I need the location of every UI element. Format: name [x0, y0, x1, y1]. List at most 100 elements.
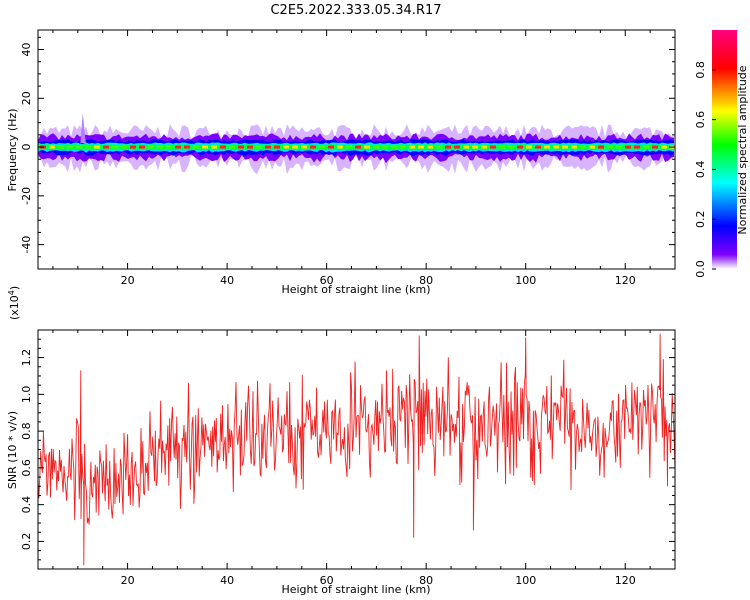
snr-y-tick-label: 0.4 [20, 496, 33, 513]
spectrogram-peak [76, 145, 82, 149]
spectrogram-peak [373, 145, 379, 149]
spectrogram-peak [553, 145, 559, 149]
colorbar-tick-label: 0.2 [694, 210, 707, 228]
spectrogram-peak [247, 145, 253, 149]
spectrogram-peak [481, 145, 487, 149]
spectrogram-peak [490, 145, 496, 149]
snr-x-tick-label: 60 [320, 574, 334, 587]
spectrogram-peak [211, 145, 217, 149]
spectrogram-xlabel: Height of straight line (km) [281, 283, 430, 296]
spectrogram-peak [112, 145, 118, 149]
spectrogram-peak [391, 145, 397, 149]
spectrogram-y-tick-label: 40 [20, 43, 33, 57]
spectrogram-peak [94, 145, 100, 149]
spectrogram-peak [283, 145, 289, 149]
spectrogram-peak [382, 145, 388, 149]
spectrogram-peak [148, 145, 154, 149]
spectrogram-panel: 20 40 60 80 100 120 -40 -20 0 20 40 Height of stra… [6, 29, 676, 296]
spectrogram-peak [571, 145, 577, 149]
spectrogram-frame [37, 29, 676, 270]
spectrogram-peak [193, 145, 199, 149]
snr-x-tick-label: 120 [615, 574, 636, 587]
spectrogram-peak [157, 145, 163, 149]
spectrogram-peak [355, 145, 361, 149]
colorbar-tick-label: 0.6 [694, 111, 707, 129]
spectrogram-y-tick-label: 20 [20, 91, 33, 105]
spectrogram-peak [301, 145, 307, 149]
spectrogram-ylabel: Frequency (Hz) [6, 109, 19, 192]
snr-y-tick-label: 0.8 [20, 422, 33, 440]
snr-ylabel: SNR (10 * v/v) [6, 411, 19, 489]
spectrogram-peak [238, 145, 244, 149]
spectrogram-peak [517, 145, 523, 149]
spectrogram-y-tick-label: -20 [20, 187, 33, 205]
snr-y-tick-label: 0.2 [20, 533, 33, 551]
spectrogram-peak [634, 145, 640, 149]
snr-multiplier: (x104) [7, 286, 21, 320]
colorbar-tick-label: 0.0 [694, 260, 707, 278]
spectrogram-peak [121, 145, 127, 149]
spectrogram-peak [463, 145, 469, 149]
spectrogram-y-tick-label: 0 [20, 144, 33, 151]
snr-x-tick-label: 40 [220, 574, 234, 587]
snr-y-tick-label: 0.6 [20, 459, 33, 477]
chart-title: C2E5.2022.333.05.34.R17 [270, 3, 441, 18]
spectrogram-spike [80, 112, 86, 144]
spectrogram-y-tick-label: -40 [20, 236, 33, 254]
spectrogram-ticks: 20 40 60 80 100 120 -40 -20 0 20 40 [20, 30, 676, 287]
snr-y-tick-label: 1.0 [20, 386, 33, 404]
spectrogram-peak [67, 145, 73, 149]
spectrogram-x-tick-label: 60 [320, 274, 334, 287]
colorbar-label: Normalized spectral amplitude [736, 65, 749, 234]
colorbar-gradient [712, 30, 737, 269]
spectrogram-peak [625, 145, 631, 149]
colorbar-tick-label: 0.8 [694, 61, 707, 79]
snr-x-tick-label: 100 [515, 574, 536, 587]
spectrogram-peak [400, 145, 406, 149]
spectrogram-peak [652, 145, 658, 149]
spectrogram-peak [166, 145, 172, 149]
spectrogram-peak [292, 145, 298, 149]
spectrogram-peak [616, 145, 622, 149]
spectrogram-peak [409, 145, 415, 149]
spectrogram-peak [499, 145, 505, 149]
spectrogram-peak [274, 145, 280, 149]
spectrogram-peak [454, 145, 460, 149]
spectrogram-peak [472, 145, 478, 149]
spectrogram-peak [337, 145, 343, 149]
spectrogram-peak [607, 145, 613, 149]
spectrogram-peak [598, 145, 604, 149]
spectrogram-peak [184, 145, 190, 149]
colorbar-tick-label: 0.4 [694, 161, 707, 179]
spectrogram-peak [544, 145, 550, 149]
snr-xlabel: Height of straight line (km) [281, 583, 430, 596]
snr-x-tick-label: 80 [419, 574, 433, 587]
spectrogram-x-tick-label: 120 [615, 274, 636, 287]
spectrogram-peak [58, 145, 64, 149]
spectrogram-peak [436, 145, 442, 149]
spectrogram-peak [202, 145, 208, 149]
spectrogram-x-tick-label: 100 [515, 274, 536, 287]
spectrogram-peak [328, 145, 334, 149]
spectrogram-peak [346, 145, 352, 149]
spectrogram-peak [508, 145, 514, 149]
spectrogram-x-tick-label: 40 [220, 274, 234, 287]
spectrogram-peak [589, 145, 595, 149]
spectrogram-peak [310, 145, 316, 149]
spectrogram-peak [256, 145, 262, 149]
snr-x-tick-label: 20 [121, 574, 135, 587]
colorbar-ticks: 0.0 0.2 0.4 0.6 0.8 [694, 61, 716, 278]
spectrogram-band [38, 112, 675, 175]
spectrogram-peak [661, 145, 667, 149]
spectrogram-peak [535, 145, 541, 149]
snr-series-line [38, 333, 675, 566]
spectrogram-peak [49, 145, 55, 149]
spectrogram-peak [580, 145, 586, 149]
spectrogram-peak [265, 145, 271, 149]
spectrogram-peak [175, 145, 181, 149]
snr-ticks: 20 40 60 80 100 120 0.2 0.4 0.6 0.8 1.0 1.2 [20, 330, 676, 587]
spectrogram-peak [643, 145, 649, 149]
spectrogram-x-tick-label: 80 [419, 274, 433, 287]
snr-panel: 20 40 60 80 100 120 0.2 0.4 0.6 0.8 1.0 1.2 Height … [6, 286, 676, 596]
spectrogram-peak [130, 145, 136, 149]
